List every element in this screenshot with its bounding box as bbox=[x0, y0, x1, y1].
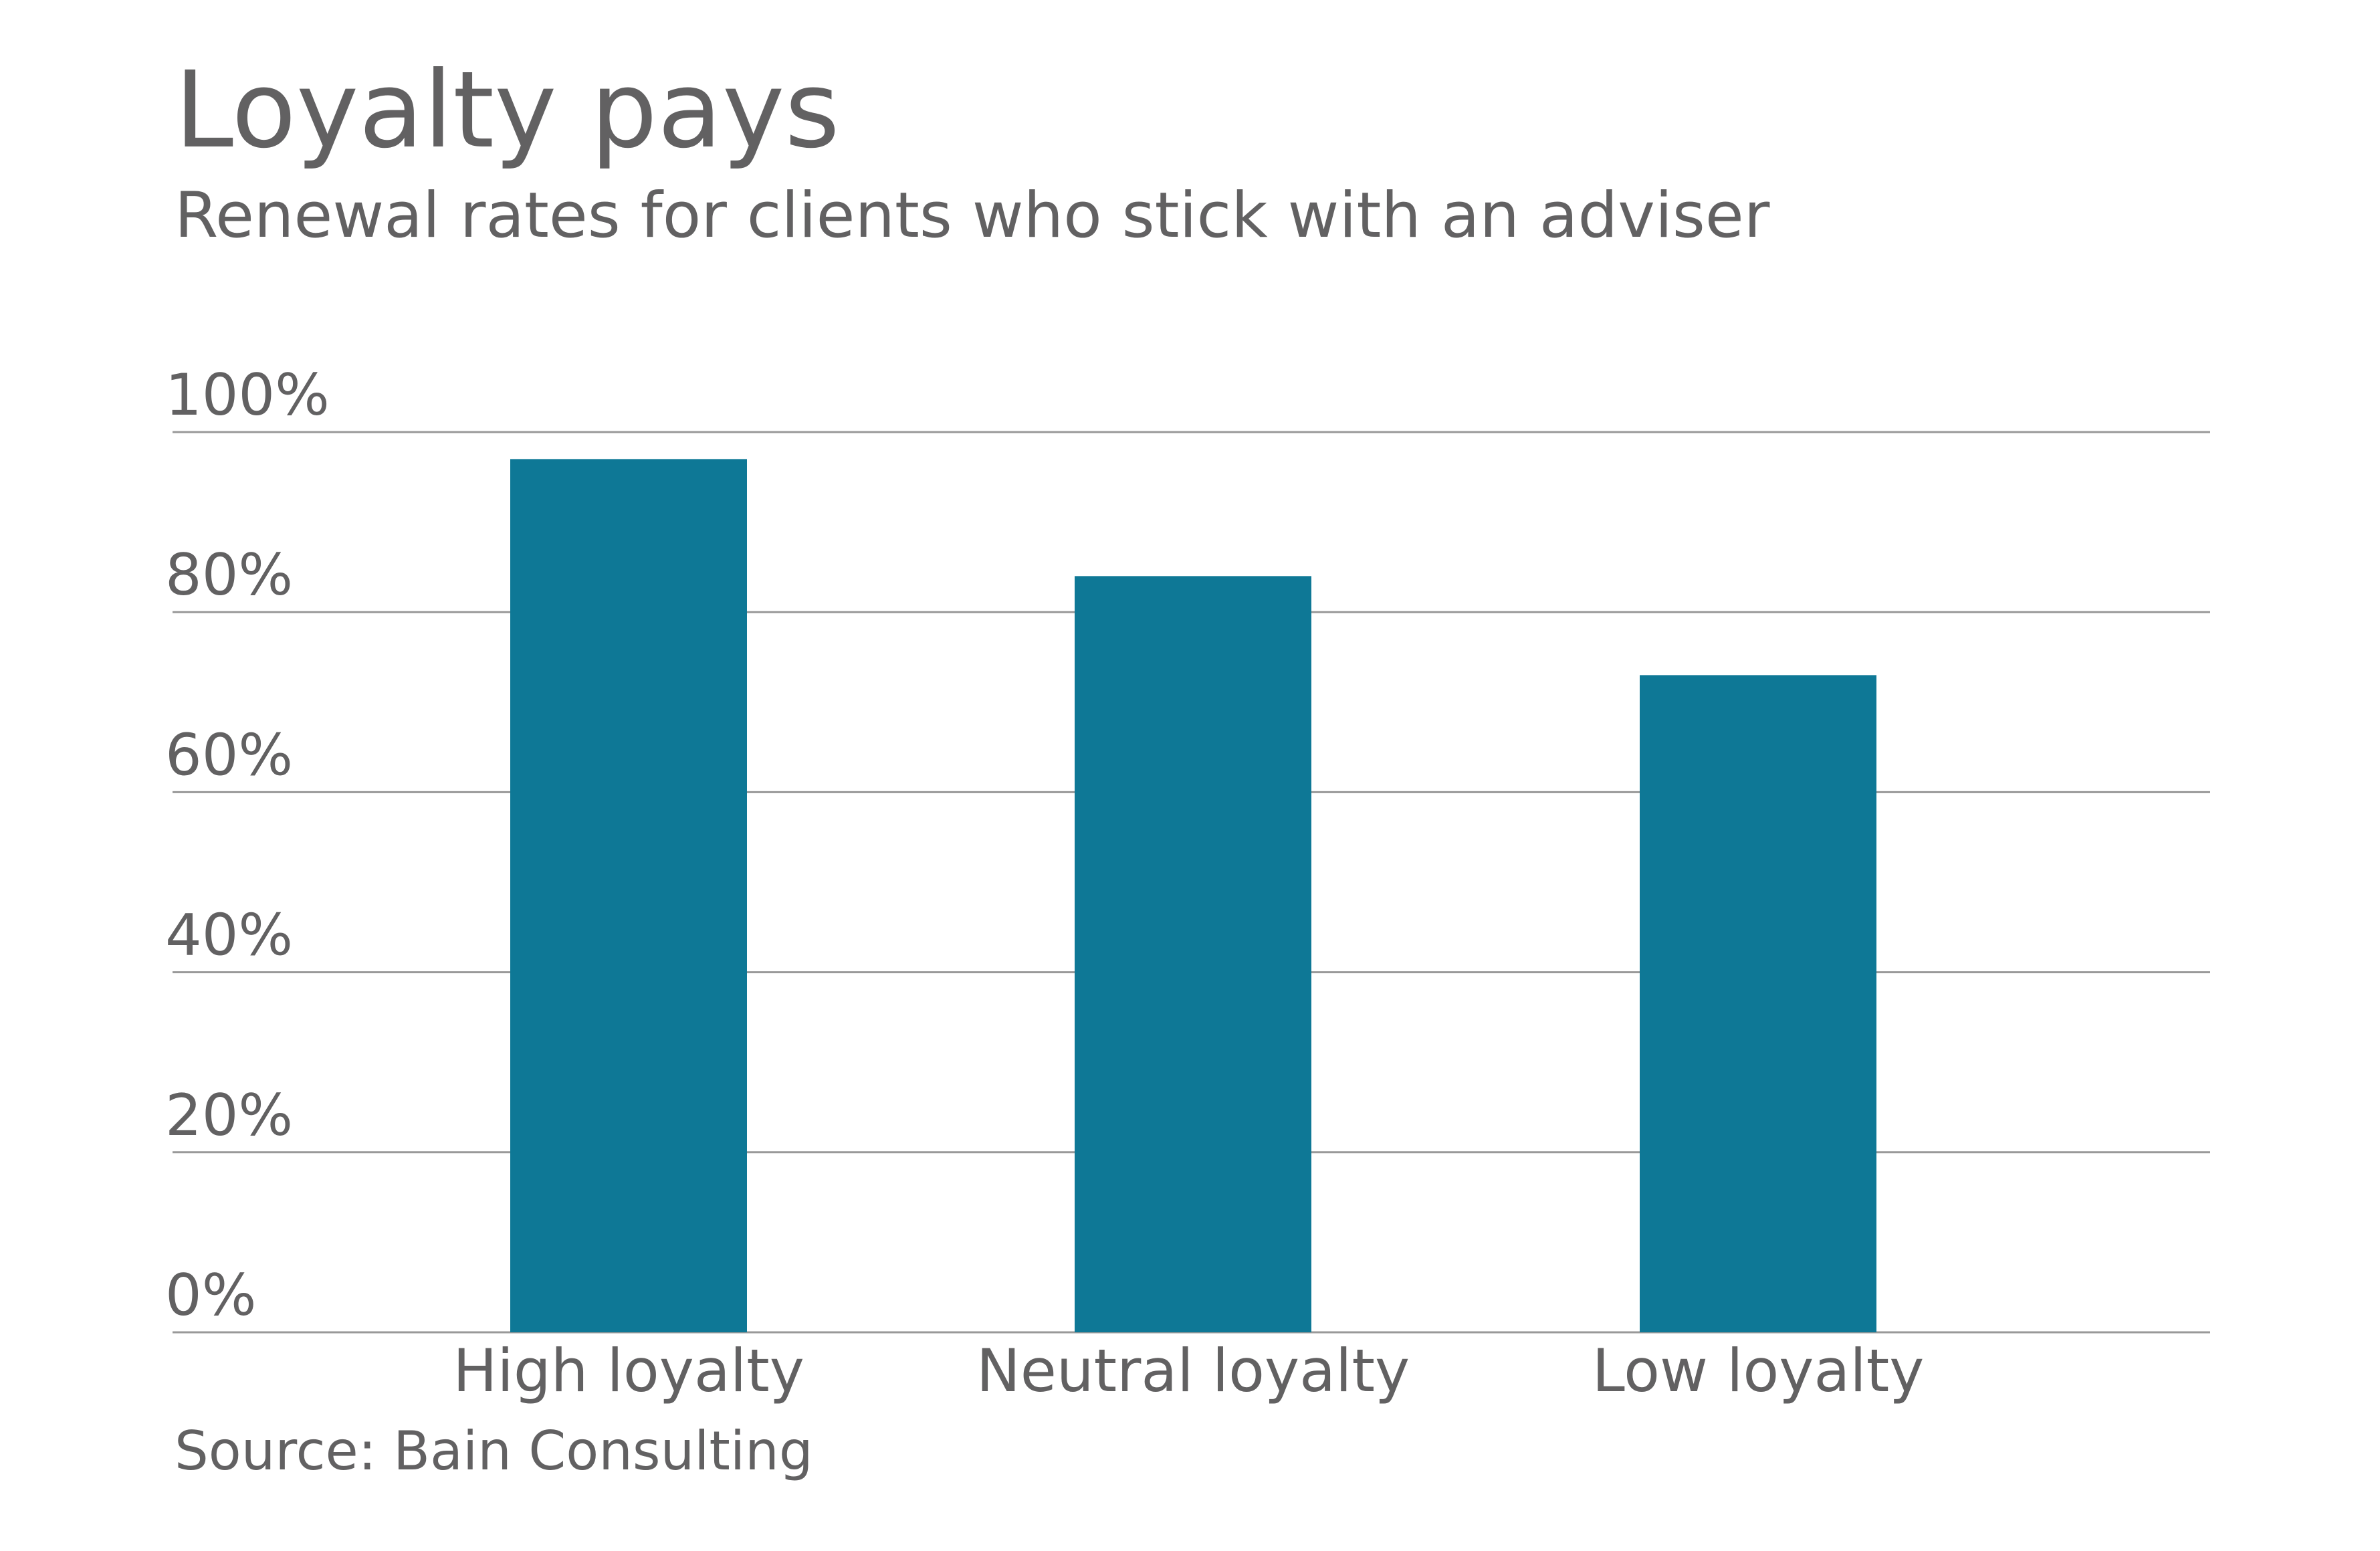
y-tick-label: 60% bbox=[165, 722, 293, 789]
x-tick-label: High loyalty bbox=[453, 1336, 804, 1405]
y-tick-label: 100% bbox=[165, 362, 330, 429]
bar-high-loyalty bbox=[510, 459, 747, 1332]
chart-title: Loyalty pays bbox=[175, 49, 840, 172]
bar-neutral-loyalty bbox=[1075, 576, 1311, 1332]
source-note: Source: Bain Consulting bbox=[175, 1420, 813, 1482]
bar-low-loyalty bbox=[1640, 675, 1876, 1332]
chart-subtitle: Renewal rates for clients who stick with… bbox=[175, 179, 1770, 252]
x-tick-label: Neutral loyalty bbox=[976, 1336, 1410, 1405]
y-tick-label: 80% bbox=[165, 542, 293, 609]
bars bbox=[510, 459, 1876, 1332]
y-tick-label: 0% bbox=[165, 1262, 256, 1329]
x-tick-label: Low loyalty bbox=[1592, 1336, 1925, 1405]
x-axis-tick-labels: High loyalty Neutral loyalty Low loyalty bbox=[453, 1336, 1924, 1405]
y-tick-label: 40% bbox=[165, 902, 293, 969]
y-tick-label: 20% bbox=[165, 1082, 293, 1149]
y-axis-tick-labels: 0% 20% 40% 60% 80% 100% bbox=[165, 362, 330, 1329]
